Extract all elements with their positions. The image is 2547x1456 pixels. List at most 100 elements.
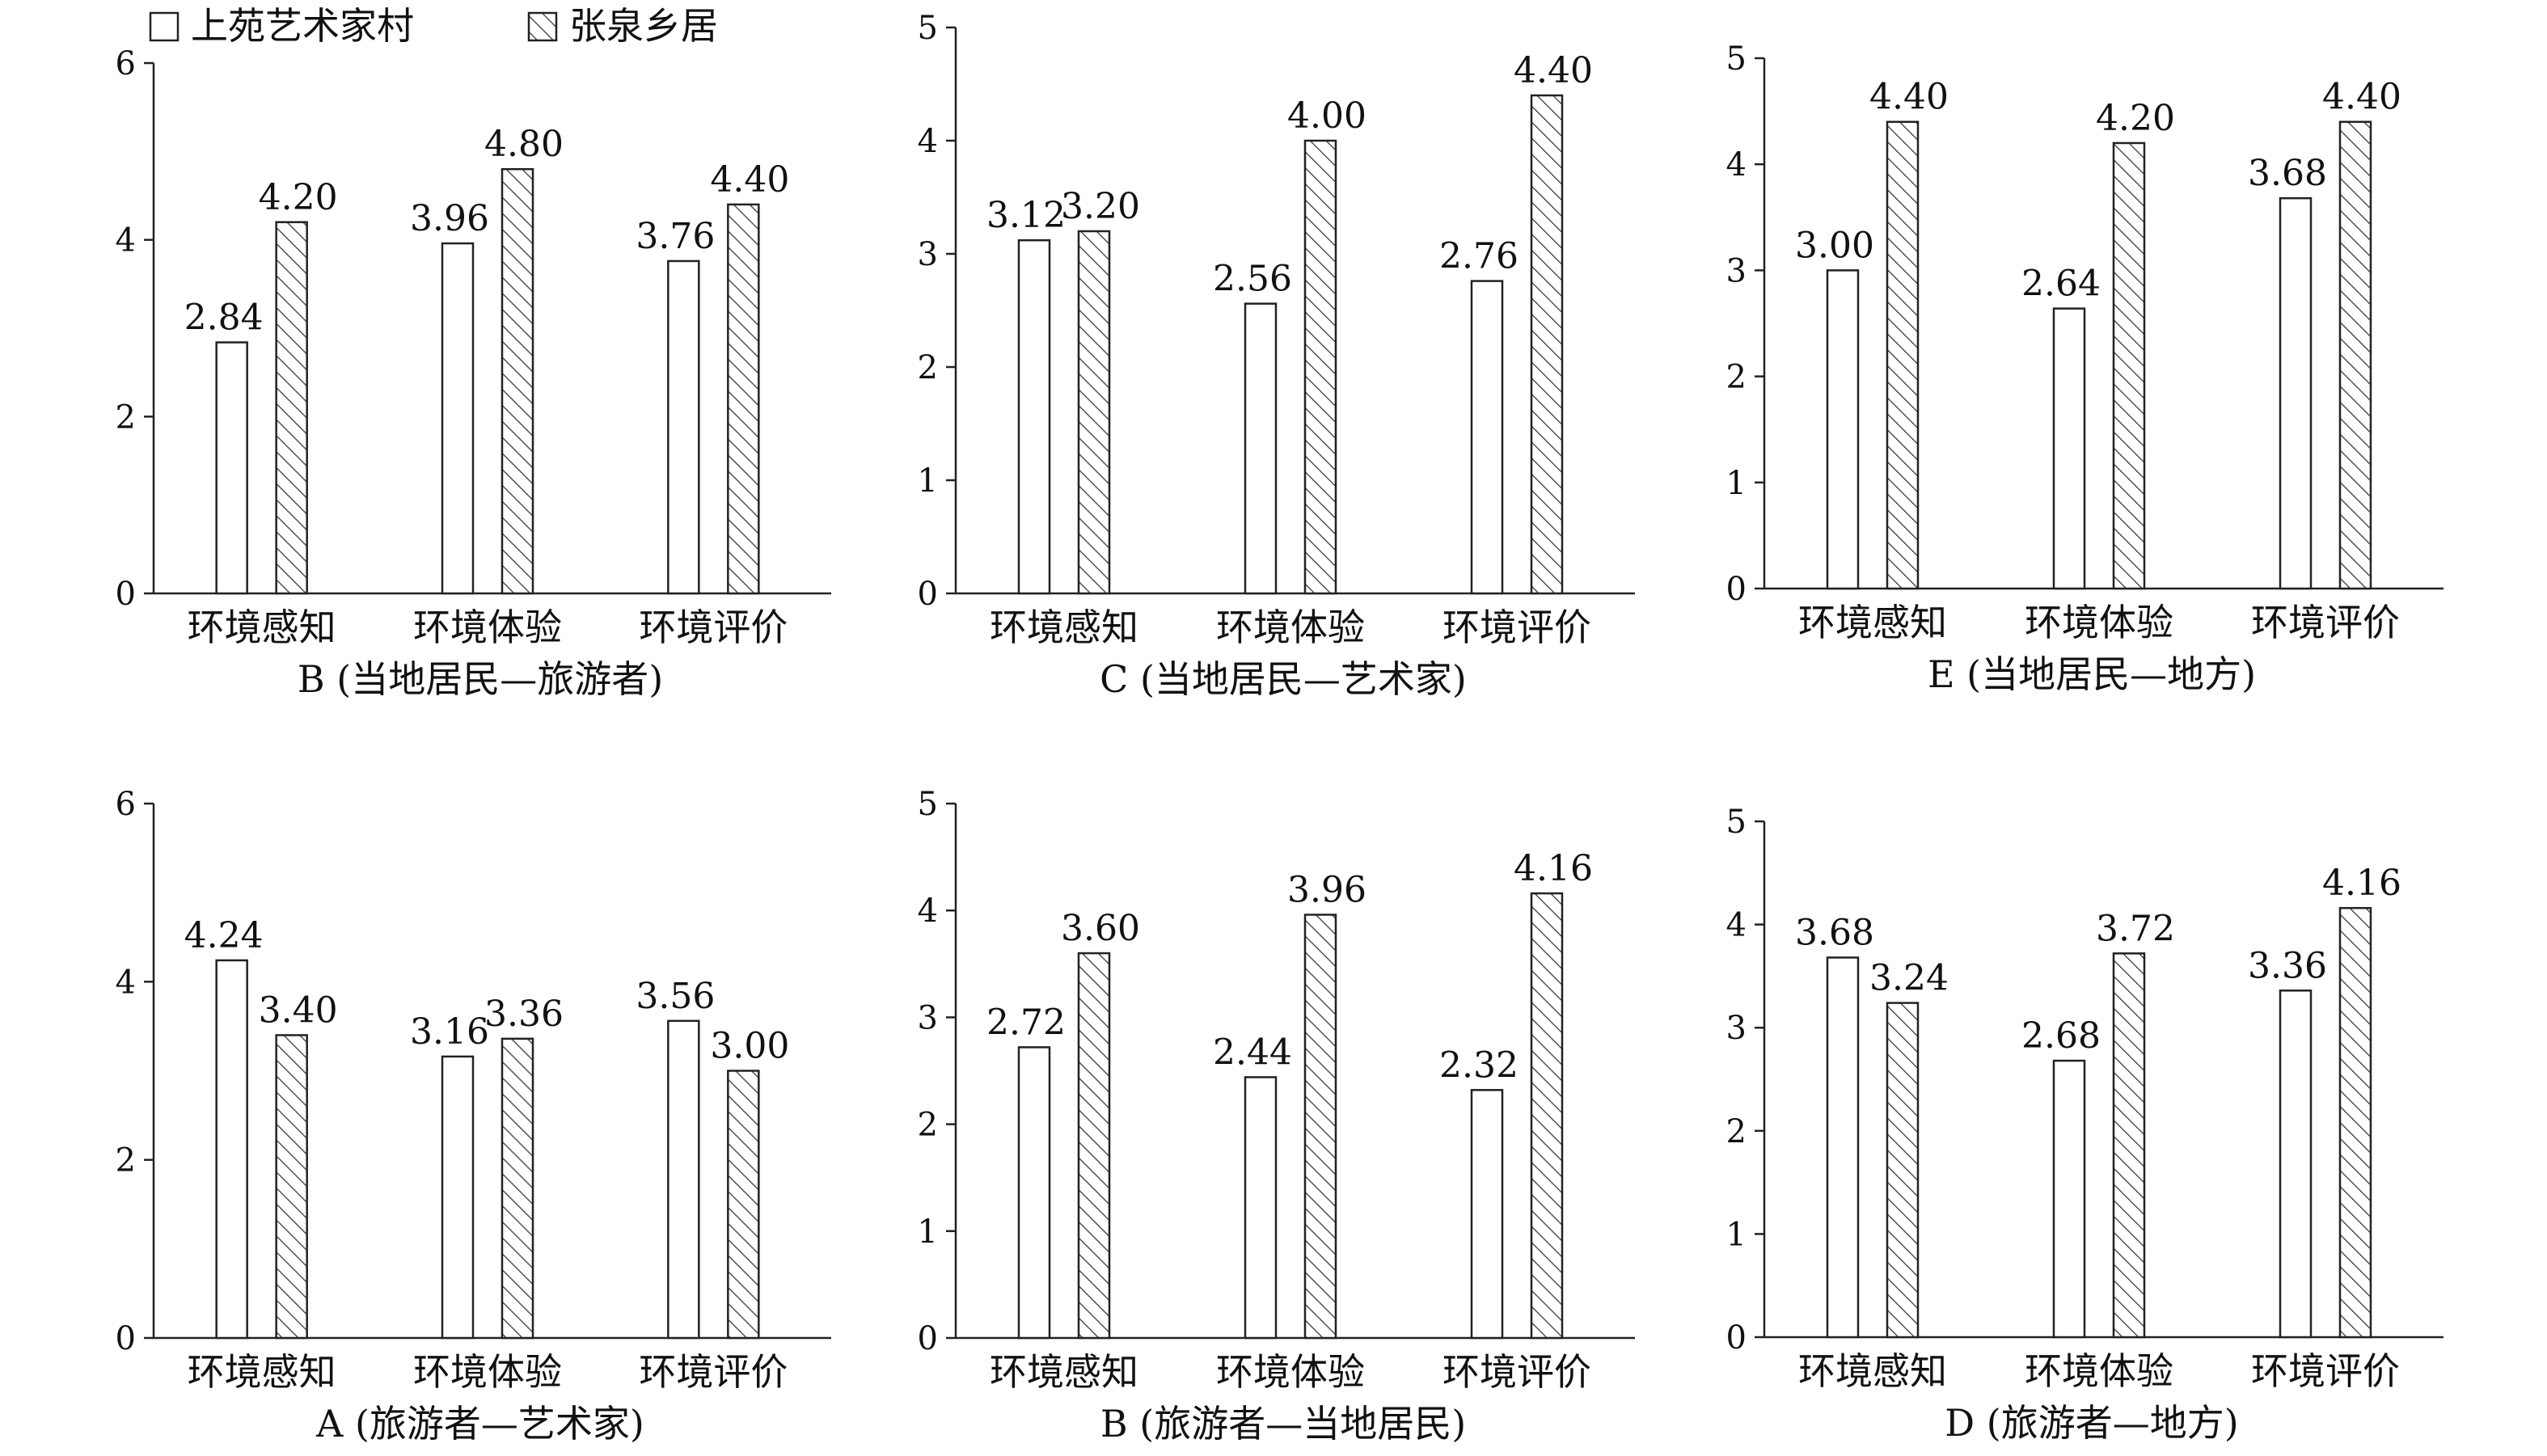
legend-label-series1: 上苑艺术家村 <box>191 4 414 48</box>
panel-caption: C (当地居民—艺术家) <box>1100 657 1467 701</box>
data-label-series2: 4.40 <box>2322 77 2401 118</box>
legend-swatch-series2 <box>527 11 558 42</box>
y-tick-label: 3 <box>918 999 938 1036</box>
y-tick-label: 4 <box>1726 907 1747 944</box>
bar-series1 <box>667 260 700 595</box>
bar-series2 <box>1530 94 1564 595</box>
chart-panel-6: 0 1 2 3 4 5 3.68 3.24 环境感知 2.68 3.72 环境体验 3.36 4.16 环境… <box>1726 804 2444 1445</box>
bar-series2 <box>1303 914 1337 1340</box>
y-tick-label: 1 <box>918 462 938 500</box>
x-category-label: 环境评价 <box>2251 601 2400 644</box>
y-tick-label: 1 <box>1726 465 1747 502</box>
y-tick-label: 0 <box>116 576 136 613</box>
y-tick-label: 0 <box>1726 571 1747 608</box>
bar-series2 <box>275 1034 308 1340</box>
bar-series1 <box>1017 1046 1051 1340</box>
bar-series2 <box>727 1070 760 1340</box>
chart-panel-1: 0 2 4 6 2.84 4.20 环境感知 3.96 4.80 环境体验 3.76 4.40 环境评价… <box>116 45 831 701</box>
bar-series1 <box>215 341 248 595</box>
y-tick-label: 0 <box>918 576 938 613</box>
bar-series1 <box>1244 302 1278 595</box>
data-label-series1: 3.68 <box>1795 912 1874 953</box>
y-tick-label: 3 <box>1726 252 1747 289</box>
panel-caption: B (旅游者—当地居民) <box>1100 1402 1466 1445</box>
y-tick-label: 1 <box>918 1213 938 1251</box>
data-label-series2: 3.20 <box>1061 186 1140 227</box>
data-label-series1: 2.68 <box>2021 1015 2101 1057</box>
bar-series2 <box>1530 892 1564 1340</box>
data-label-series2: 3.00 <box>710 1026 789 1067</box>
bar-series2 <box>727 203 760 595</box>
x-category-label: 环境评价 <box>639 606 788 649</box>
chart-panel-3: 0 1 2 3 4 5 3.00 4.40 环境感知 2.64 4.20 环境体验 3.68 4.40 环境… <box>1726 40 2444 696</box>
data-label-series1: 4.24 <box>184 915 264 956</box>
x-category-label: 环境感知 <box>188 606 336 649</box>
y-tick-label: 4 <box>918 893 938 930</box>
y-tick-label: 3 <box>918 236 938 273</box>
data-label-series1: 2.44 <box>1213 1032 1292 1073</box>
legend: 上苑艺术家村 张泉乡居 <box>149 4 718 48</box>
bar-series1 <box>1017 238 1051 595</box>
bar-series1 <box>2052 307 2086 590</box>
bar-series2 <box>2112 141 2146 590</box>
data-label-series1: 3.36 <box>2248 945 2327 986</box>
data-label-series2: 4.40 <box>1514 50 1593 91</box>
data-label-series1: 3.12 <box>986 195 1066 236</box>
panel-caption: E (当地居民—地方) <box>1928 652 2256 696</box>
y-tick-label: 0 <box>116 1320 136 1357</box>
x-category-label: 环境体验 <box>413 1350 562 1394</box>
data-label-series2: 4.16 <box>2322 863 2401 904</box>
bar-series2 <box>275 221 308 595</box>
bar-series1 <box>215 959 248 1340</box>
x-category-label: 环境评价 <box>1442 1350 1591 1394</box>
y-tick-label: 2 <box>1726 359 1747 396</box>
bar-series2 <box>1886 1002 1920 1339</box>
y-tick-label: 5 <box>918 10 938 47</box>
x-category-label: 环境感知 <box>990 1350 1138 1394</box>
bar-series1 <box>2279 196 2313 590</box>
data-label-series2: 4.00 <box>1287 95 1366 137</box>
y-tick-label: 6 <box>116 45 136 82</box>
data-label-series1: 2.84 <box>184 297 264 338</box>
x-category-label: 环境体验 <box>1216 606 1365 649</box>
x-category-label: 环境体验 <box>2025 1349 2173 1393</box>
bar-series1 <box>1826 956 1860 1339</box>
bar-series1 <box>441 1055 475 1340</box>
legend-label-series2: 张泉乡居 <box>569 4 718 48</box>
bar-series1 <box>2052 1059 2086 1339</box>
panel-caption: A (旅游者—艺术家) <box>315 1402 644 1445</box>
chart-panel-5: 0 1 2 3 4 5 2.72 3.60 环境感知 2.44 3.96 环境体验 2.32 4.16 环境… <box>918 786 1635 1445</box>
bar-series1 <box>1244 1076 1278 1340</box>
y-tick-label: 5 <box>1726 804 1747 841</box>
data-label-series1: 3.68 <box>2248 153 2327 194</box>
x-category-label: 环境感知 <box>1798 1349 1947 1393</box>
x-category-label: 环境评价 <box>1442 606 1591 649</box>
bar-series2 <box>2338 120 2372 590</box>
x-category-label: 环境感知 <box>188 1350 336 1394</box>
legend-swatch-series1 <box>149 11 180 42</box>
y-tick-label: 5 <box>1726 40 1747 78</box>
bar-series2 <box>501 167 534 595</box>
data-label-series2: 4.80 <box>484 124 564 165</box>
y-tick-label: 2 <box>116 1142 136 1180</box>
y-tick-label: 4 <box>116 964 136 1001</box>
bar-series1 <box>1826 269 1860 590</box>
data-label-series1: 3.00 <box>1795 225 1874 266</box>
y-tick-label: 1 <box>1726 1216 1747 1253</box>
bar-series2 <box>1077 230 1111 595</box>
x-category-label: 环境评价 <box>2251 1349 2400 1393</box>
data-label-series2: 3.40 <box>259 990 338 1031</box>
data-label-series1: 3.96 <box>410 198 489 239</box>
y-tick-label: 2 <box>1726 1113 1747 1150</box>
y-tick-label: 6 <box>116 786 136 823</box>
y-tick-label: 2 <box>116 399 136 436</box>
data-label-series2: 4.40 <box>710 159 789 200</box>
bar-series2 <box>1303 139 1337 595</box>
data-label-series1: 2.32 <box>1439 1045 1518 1086</box>
bar-series1 <box>1470 280 1504 595</box>
data-label-series1: 2.56 <box>1213 259 1292 300</box>
x-category-label: 环境评价 <box>639 1350 788 1394</box>
data-label-series2: 3.24 <box>1869 958 1949 999</box>
data-label-series1: 3.56 <box>636 976 715 1017</box>
